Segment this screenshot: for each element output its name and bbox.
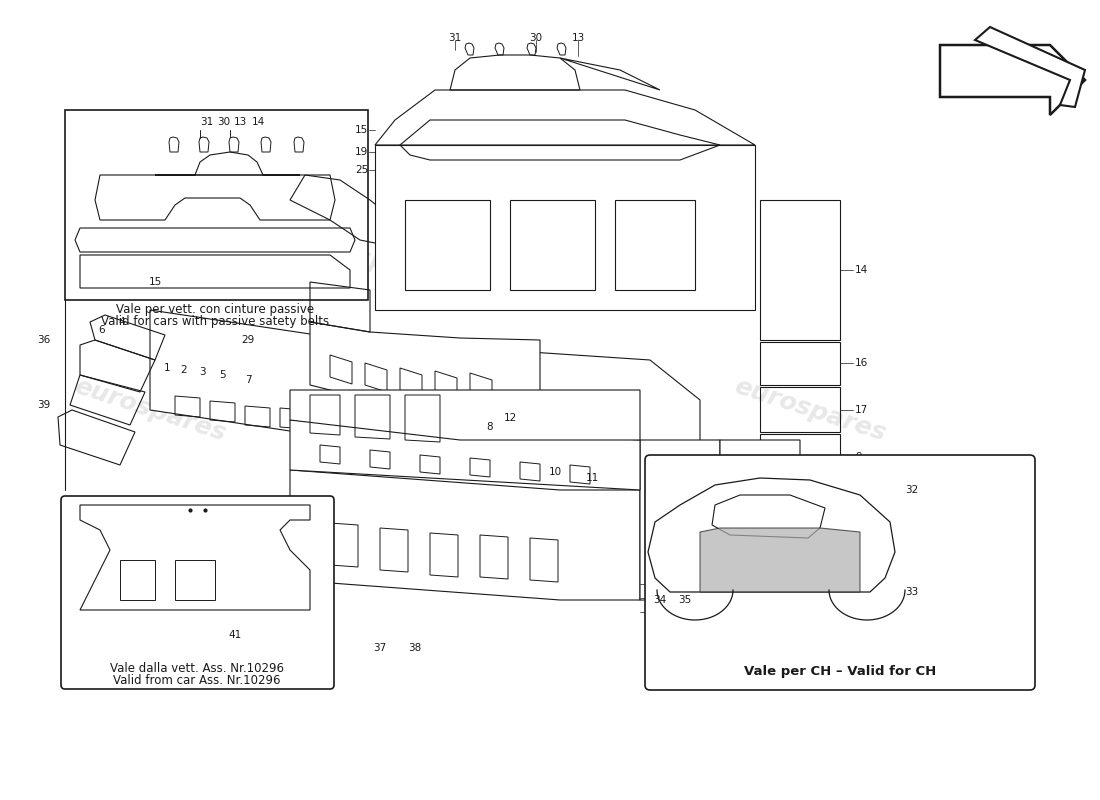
Polygon shape [700,528,860,592]
Text: 3: 3 [199,367,206,377]
Text: Vale per CH – Valid for CH: Vale per CH – Valid for CH [744,665,936,678]
Text: 36: 36 [36,335,50,345]
Text: 11: 11 [585,473,598,483]
Text: 17: 17 [855,405,868,415]
Polygon shape [350,340,700,505]
Text: 13: 13 [233,117,246,127]
Text: 18: 18 [855,483,868,493]
Text: 41: 41 [229,630,242,640]
Text: 14: 14 [855,265,868,275]
Text: 35: 35 [679,595,692,605]
Text: 29: 29 [241,335,254,345]
Text: 33: 33 [905,587,918,597]
Text: eurospares: eurospares [421,524,579,596]
Text: 31: 31 [200,117,213,127]
Text: 7: 7 [244,375,251,385]
Text: eurospares: eurospares [512,374,669,446]
Text: 2: 2 [180,365,187,375]
Text: 12: 12 [504,413,517,423]
Text: 27: 27 [255,573,268,583]
Text: 40: 40 [255,591,268,601]
Text: 39: 39 [36,400,50,410]
Text: 19: 19 [354,147,368,157]
Polygon shape [290,390,640,440]
Text: 25: 25 [650,607,663,617]
Text: 22: 22 [855,527,868,537]
Text: 15: 15 [148,277,162,287]
Text: Vale dalla vett. Ass. Nr.10296: Vale dalla vett. Ass. Nr.10296 [110,662,284,675]
Polygon shape [290,470,640,600]
Text: 38: 38 [408,643,421,653]
Polygon shape [150,310,350,440]
Text: 14: 14 [252,117,265,127]
Bar [65,110,368,300]
Text: Vale per vett. con cinture passive: Vale per vett. con cinture passive [116,303,315,317]
FancyBboxPatch shape [645,455,1035,690]
Polygon shape [640,440,720,600]
Polygon shape [940,45,1085,115]
Text: 5: 5 [219,370,225,380]
Text: 28: 28 [255,537,268,547]
Text: 37: 37 [373,643,386,653]
Polygon shape [290,420,640,490]
Text: 6: 6 [99,325,106,335]
Text: 24: 24 [650,593,663,603]
Text: 4: 4 [119,317,125,327]
Text: 8: 8 [486,422,493,432]
FancyBboxPatch shape [60,496,334,689]
Text: 13: 13 [571,33,584,43]
Text: 15: 15 [354,125,368,135]
Text: 10: 10 [549,467,562,477]
Text: 16: 16 [855,358,868,368]
Text: 25: 25 [354,165,368,175]
Polygon shape [310,322,540,412]
Text: 23: 23 [650,579,663,589]
Text: 9: 9 [855,452,861,462]
Polygon shape [975,27,1085,107]
Text: 32: 32 [905,485,918,495]
Text: 31: 31 [449,33,462,43]
Text: Valid for cars with passive satety belts: Valid for cars with passive satety belts [101,315,329,329]
Text: 26: 26 [255,555,268,565]
Text: Valid from car Ass. Nr.10296: Valid from car Ass. Nr.10296 [113,674,280,686]
Text: 20: 20 [855,500,868,510]
Text: 1: 1 [164,363,170,373]
Text: eurospares: eurospares [732,374,889,446]
Text: 30: 30 [218,117,231,127]
Polygon shape [720,440,800,600]
Text: 30: 30 [529,33,542,43]
Text: 34: 34 [653,595,667,605]
Text: eurospares: eurospares [292,224,449,296]
Text: 21: 21 [855,547,868,557]
Text: eurospares: eurospares [72,374,229,446]
Polygon shape [375,145,755,310]
